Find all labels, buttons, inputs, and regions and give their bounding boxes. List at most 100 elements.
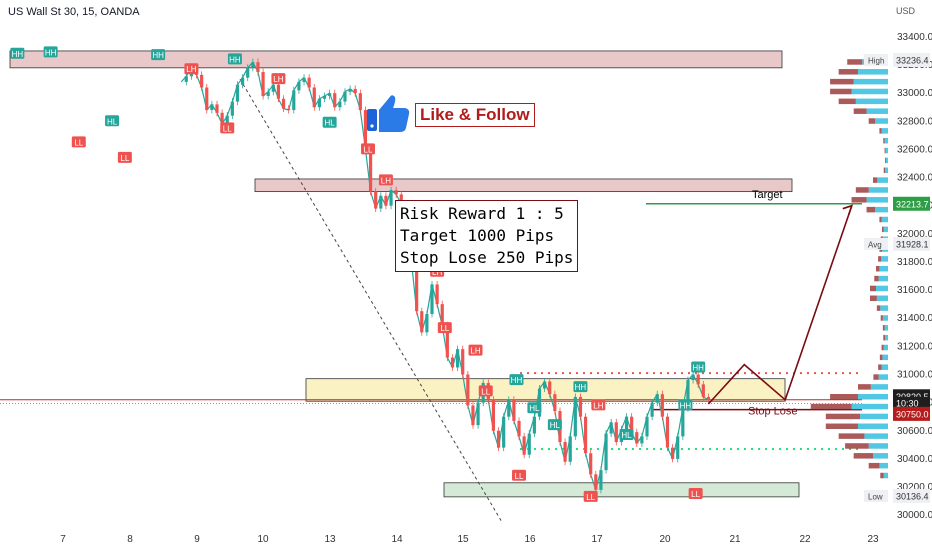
swing-label-box	[105, 115, 120, 127]
candle-body	[701, 384, 705, 397]
candle-body	[583, 416, 588, 454]
candle-body	[594, 474, 598, 490]
candle-body	[343, 91, 347, 102]
volume-profile-down	[881, 226, 884, 233]
like-follow-banner: Like & Follow	[415, 103, 535, 127]
candle-body	[281, 98, 286, 109]
candle-body	[205, 87, 209, 111]
candle-body	[322, 95, 327, 99]
volume-profile-up	[880, 305, 888, 311]
candle-body	[650, 402, 654, 417]
volume-profile-down	[883, 334, 885, 341]
volume-profile-down	[873, 374, 879, 380]
candle-body	[200, 74, 204, 88]
volume-profile-down	[868, 462, 880, 469]
swing-label-ll: LL	[586, 493, 595, 502]
x-tick-label: 14	[391, 534, 403, 545]
projection-path	[707, 205, 853, 405]
candle-body	[353, 88, 357, 94]
volume-profile-down	[855, 187, 869, 193]
swing-label-hh: HH	[12, 50, 24, 59]
volume-profile-up	[881, 216, 888, 223]
volume-profile-down	[830, 78, 854, 85]
candle-body	[389, 190, 393, 206]
volume-profile-down	[847, 59, 863, 65]
volume-profile-down	[853, 453, 873, 459]
avg-price-tag-bg	[864, 237, 888, 250]
y-tick-label: 32800.0	[897, 116, 932, 127]
volume-profile-up	[870, 384, 888, 390]
swing-label-box	[573, 381, 588, 393]
note-line-target: Target 1000 Pips	[400, 226, 555, 245]
swing-label-box	[547, 419, 562, 431]
volume-profile-down	[825, 413, 861, 420]
y-tick-label: 30000.0	[897, 510, 932, 521]
volume-profile-up	[866, 197, 888, 203]
candle-body	[425, 313, 429, 333]
swing-label-lh: LH	[381, 176, 391, 185]
y-tick-label: 31400.0	[897, 313, 932, 324]
low-price-tag: Low	[868, 492, 883, 501]
y-tick-label: 33000.0	[897, 88, 932, 99]
candle-body	[609, 422, 613, 434]
candle-body	[496, 430, 501, 448]
high-price-value-bg	[893, 52, 930, 67]
swing-label-box	[43, 46, 58, 58]
candle-body	[517, 420, 521, 437]
y-tick-label: 33400.0	[897, 32, 932, 43]
volume-profile-down	[879, 354, 883, 361]
candle-body	[230, 101, 234, 116]
swing-label-box	[591, 399, 606, 411]
volume-profile-up	[875, 118, 888, 124]
candle-body	[655, 394, 659, 403]
swing-label-lh: LH	[470, 347, 480, 356]
swing-label-hh: HH	[575, 383, 587, 392]
candle-body	[471, 405, 475, 426]
swing-label-box	[527, 402, 542, 414]
candle-body	[394, 190, 398, 195]
candle-body	[271, 84, 275, 92]
y-tick-label: 32600.0	[897, 144, 932, 155]
x-tick-label: 17	[591, 534, 603, 545]
volume-profile-up	[868, 187, 888, 193]
y-tick-label: 32000.0	[897, 229, 932, 240]
note-line-stop: Stop Lose 250 Pips	[400, 248, 574, 267]
volume-profile-down	[881, 344, 884, 351]
volume-profile-up	[883, 344, 888, 351]
candle-body	[614, 422, 618, 443]
candle-body	[532, 416, 536, 434]
volume-profile-down	[851, 197, 867, 203]
swing-label-box	[688, 488, 703, 500]
volume-profile-up	[857, 393, 888, 400]
volume-profile-down	[830, 393, 858, 400]
volume-profile-up	[878, 275, 888, 282]
avg-price-value-bg	[893, 236, 930, 251]
swing-label-ll: LL	[481, 387, 490, 396]
candle-body	[333, 93, 337, 108]
candle-body	[450, 357, 455, 368]
swing-label-ll: LL	[691, 490, 700, 499]
swing-label-hl: HL	[550, 421, 561, 430]
swing-label-box	[509, 374, 524, 386]
candle-body	[440, 304, 444, 326]
target-zone	[254, 178, 793, 193]
x-tick-label: 21	[729, 534, 741, 545]
swing-label-lh: LH	[273, 75, 283, 84]
y-tick-label: 31200.0	[897, 341, 932, 352]
candle-body	[307, 77, 311, 88]
candle-body	[640, 436, 644, 444]
swing-label-ll: LL	[74, 138, 83, 147]
candle-body	[435, 284, 439, 305]
swing-label-box	[378, 174, 393, 186]
candle-body	[502, 416, 506, 448]
projection-arrowhead	[842, 204, 854, 215]
candle-body	[246, 67, 250, 78]
target-price-value: 32213.7	[896, 199, 929, 209]
volume-profile-up	[884, 137, 888, 144]
x-tick-label: 13	[324, 534, 336, 545]
volume-profile-down	[884, 147, 886, 154]
candle-body	[374, 191, 378, 209]
x-tick-label: 22	[799, 534, 811, 545]
volume-profile-down	[845, 443, 869, 449]
